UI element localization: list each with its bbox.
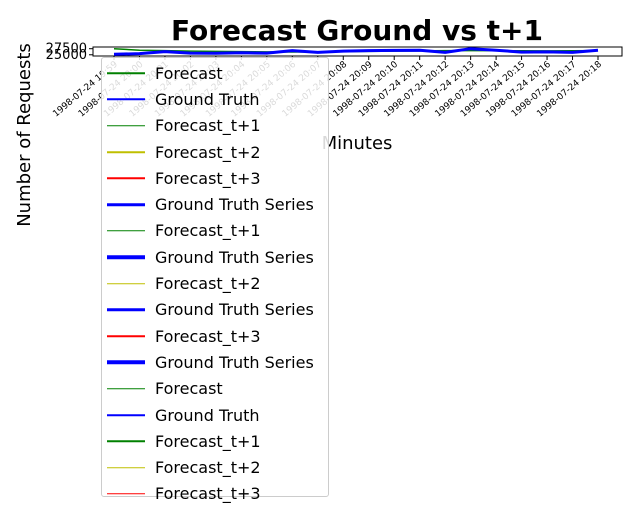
plot-area xyxy=(92,46,623,57)
y-axis-label: Number of Requests xyxy=(14,43,35,227)
legend-swatch xyxy=(107,440,145,443)
legend-swatch xyxy=(107,414,145,416)
legend-swatch xyxy=(107,124,145,127)
legend-swatch xyxy=(107,308,145,312)
legend-item: Forecast_t+1 xyxy=(102,218,328,244)
legend-item: Forecast xyxy=(102,376,328,402)
legend-item: Ground Truth xyxy=(102,402,328,428)
legend-swatch xyxy=(107,177,145,180)
legend-item: Ground Truth Series xyxy=(102,349,328,375)
legend-label: Forecast xyxy=(155,63,223,83)
y-tick-label: 25000 xyxy=(46,48,87,63)
legend-swatch xyxy=(107,466,145,469)
legend-label: Ground Truth Series xyxy=(155,300,314,320)
legend-swatch xyxy=(107,202,145,207)
x-axis-label: Minutes xyxy=(322,133,393,154)
legend-item: Ground Truth xyxy=(102,86,328,112)
legend-item: Ground Truth Series xyxy=(102,191,328,217)
legend-item: Forecast_t+3 xyxy=(102,323,328,349)
legend-label: Forecast_t+3 xyxy=(155,168,261,188)
legend-item: Forecast_t+1 xyxy=(102,113,328,139)
legend-label: Ground Truth Series xyxy=(155,247,314,267)
legend-label: Ground Truth Series xyxy=(155,195,314,215)
legend-label: Forecast_t+3 xyxy=(155,484,261,504)
chart-title: Forecast Ground vs t+1 xyxy=(171,14,543,47)
legend-swatch xyxy=(107,282,145,285)
legend-label: Ground Truth xyxy=(155,89,260,109)
legend-swatch xyxy=(107,151,145,153)
legend-swatch xyxy=(107,98,145,101)
legend-label: Ground Truth Series xyxy=(155,352,314,372)
legend-label: Forecast_t+3 xyxy=(155,326,261,346)
legend-swatch xyxy=(107,335,145,337)
legend-item: Forecast_t+2 xyxy=(102,139,328,165)
legend-swatch xyxy=(107,360,145,365)
y-tick-label: 27500 xyxy=(46,42,87,57)
legend-item: Forecast_t+3 xyxy=(102,481,328,507)
legend-label: Forecast_t+2 xyxy=(155,274,261,294)
legend-label: Forecast_t+1 xyxy=(155,221,261,241)
legend-swatch xyxy=(107,230,145,232)
legend-label: Ground Truth xyxy=(155,405,260,425)
legend-swatch xyxy=(107,72,145,74)
legend-item: Forecast_t+2 xyxy=(102,270,328,296)
legend-swatch xyxy=(107,493,145,495)
legend-label: Forecast_t+1 xyxy=(155,116,261,136)
legend-item: Forecast xyxy=(102,60,328,86)
series-line-1 xyxy=(113,47,599,56)
legend-item: Forecast_t+3 xyxy=(102,165,328,191)
legend-item: Ground Truth Series xyxy=(102,297,328,323)
legend-swatch xyxy=(107,255,145,259)
legend: Forecast Ground Truth Forecast_t+1 Forecast… xyxy=(101,57,329,503)
legend-label: Forecast_t+1 xyxy=(155,431,261,451)
legend-item: Forecast_t+1 xyxy=(102,428,328,454)
legend-label: Forecast_t+2 xyxy=(155,142,261,162)
legend-item: Forecast_t+2 xyxy=(102,454,328,480)
legend-label: Forecast_t+2 xyxy=(155,458,261,478)
legend-label: Forecast xyxy=(155,379,223,399)
legend-item: Ground Truth Series xyxy=(102,244,328,270)
legend-swatch xyxy=(107,387,145,390)
